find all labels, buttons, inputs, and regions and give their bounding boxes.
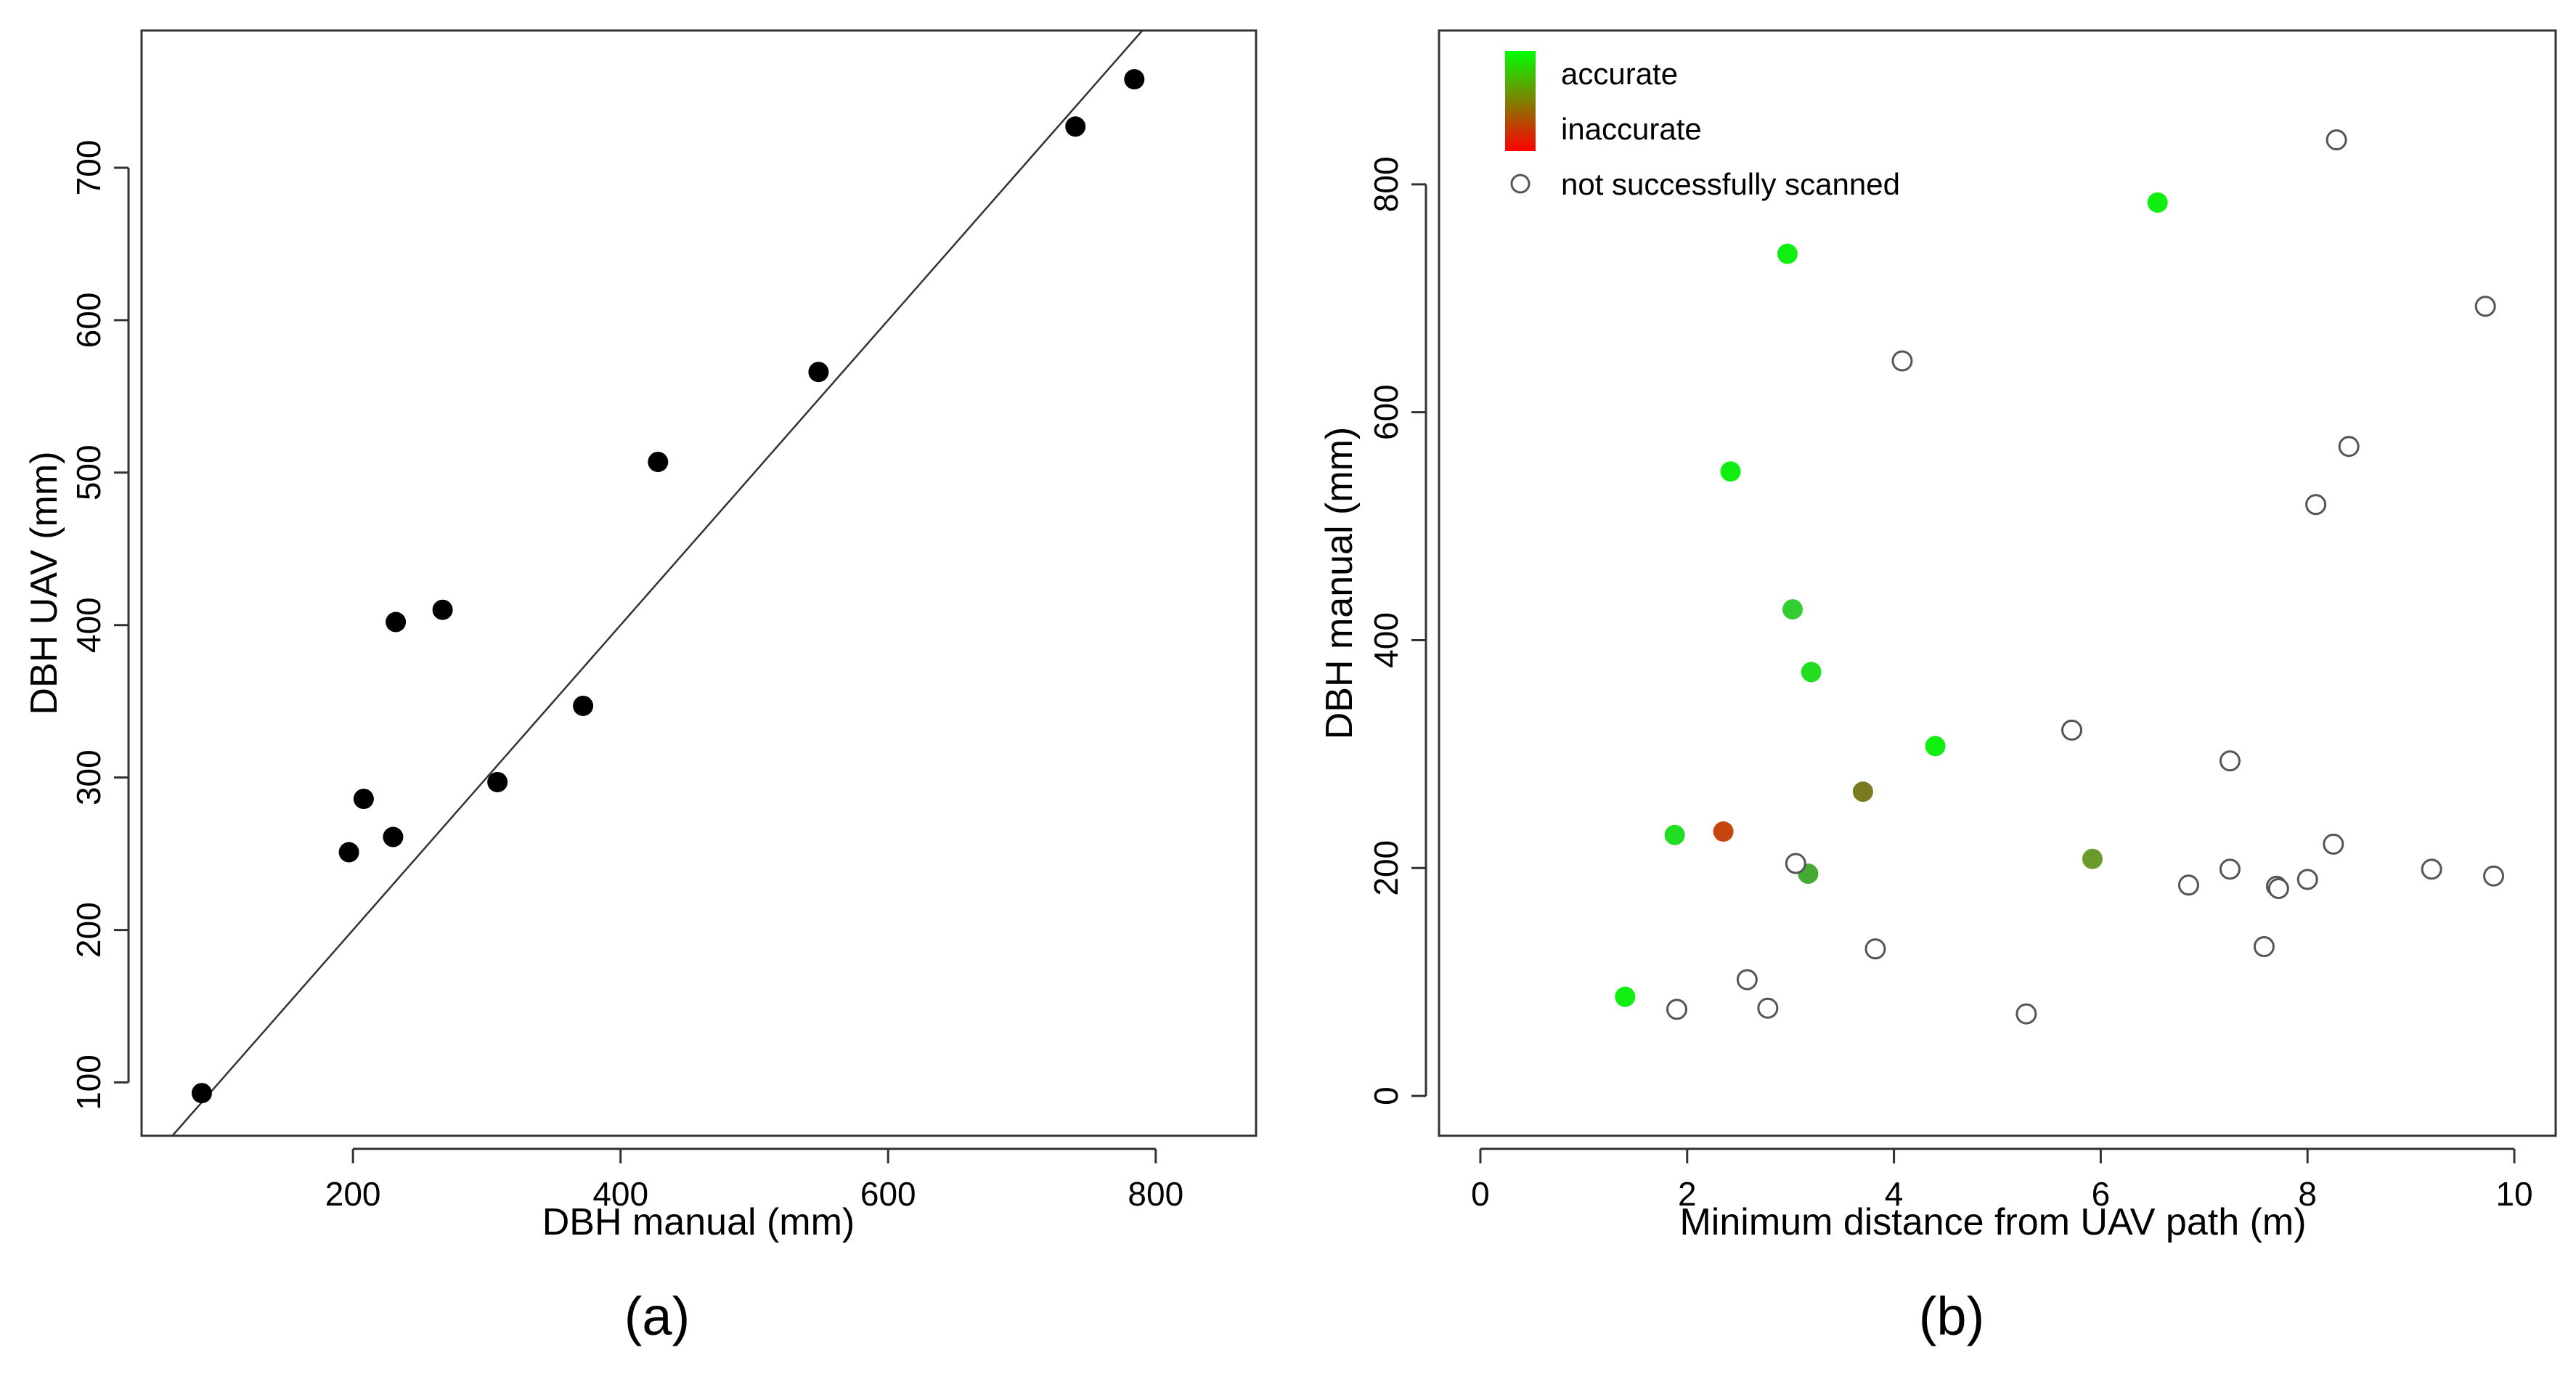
panel-a-x-axis-label: DBH manual (mm) — [542, 1201, 855, 1243]
data-point — [432, 599, 453, 620]
data-point-not-scanned — [2483, 865, 2505, 887]
panel-b-y-tick-label: 800 — [1367, 156, 1405, 212]
data-point-scanned — [1720, 461, 1741, 482]
panel-a-plot-frame — [140, 29, 1258, 1137]
panel-a-y-tick-label: 300 — [70, 749, 107, 805]
panel-a-y-tick-label: 200 — [70, 902, 107, 958]
panel-b-x-tick-label: 6 — [2092, 1175, 2111, 1213]
data-point-scanned — [2082, 848, 2103, 869]
data-point-not-scanned — [2015, 1003, 2037, 1025]
data-point-scanned — [1852, 781, 1873, 802]
panel-b-x-tick-label: 4 — [1885, 1175, 1904, 1213]
data-point-not-scanned — [2267, 878, 2289, 900]
panel-a-x-tick-label: 200 — [325, 1175, 381, 1213]
panel-a-y-tick-label: 500 — [70, 444, 107, 500]
panel-a-x-tick-label: 600 — [860, 1175, 916, 1213]
data-point — [383, 826, 404, 847]
panel-b-x-tick-label: 10 — [2495, 1175, 2532, 1213]
data-point-scanned — [1713, 821, 1734, 842]
data-point-not-scanned — [1736, 969, 1758, 991]
data-point-scanned — [1925, 736, 1946, 757]
data-point — [353, 789, 374, 810]
panel-a-x-tick-label: 800 — [1128, 1175, 1183, 1213]
data-point — [386, 611, 407, 633]
data-point-not-scanned — [2338, 436, 2360, 458]
data-point-not-scanned — [2061, 719, 2083, 741]
data-point — [573, 695, 594, 716]
data-point — [1065, 116, 1086, 137]
panel-a-y-tick-label: 700 — [70, 140, 107, 196]
panel-b-y-tick-label: 600 — [1367, 384, 1405, 440]
data-point — [487, 771, 508, 792]
data-point — [338, 842, 359, 863]
data-point-scanned — [1615, 986, 1636, 1007]
panel-a-y-axis-label: DBH UAV (mm) — [23, 451, 65, 715]
panel-b-x-tick-label: 8 — [2298, 1175, 2317, 1213]
panel-a-plot: DBH manual (mm) DBH UAV (mm) (a) 200 400 6… — [23, 29, 1258, 1346]
data-point-not-scanned — [1666, 999, 1688, 1020]
panel-b-plot-frame — [1438, 29, 2557, 1137]
data-point-not-scanned — [2177, 874, 2199, 896]
panel-b-x-tick-label: 2 — [1678, 1175, 1697, 1213]
data-point-not-scanned — [2421, 858, 2442, 880]
panel-b-y-tick-label: 200 — [1367, 840, 1405, 896]
reference-line-1to1 — [171, 30, 1144, 1137]
data-point-not-scanned — [2296, 869, 2318, 890]
legend-entry-accurate: accurate — [1561, 57, 1678, 91]
data-point-not-scanned — [2219, 750, 2241, 772]
data-point-not-scanned — [2323, 833, 2344, 855]
data-point-not-scanned — [2305, 494, 2327, 516]
panel-a-x-tick-label: 400 — [592, 1175, 648, 1213]
legend-color-gradient-swatch — [1505, 51, 1536, 151]
panel-b-y-tick-label: 0 — [1367, 1086, 1405, 1105]
panel-a-y-tick-label: 600 — [70, 292, 107, 348]
legend-open-circle-marker — [1510, 174, 1530, 194]
legend-entry-inaccurate: inaccurate — [1561, 112, 1702, 146]
data-point-not-scanned — [2253, 936, 2275, 958]
panel-b-y-axis-label: DBH manual (mm) — [1318, 427, 1361, 740]
data-point-scanned — [1782, 599, 1803, 620]
data-point-not-scanned — [1757, 997, 1779, 1019]
data-point-not-scanned — [1785, 853, 1806, 874]
panel-a-label: (a) — [624, 1286, 690, 1346]
panel-b-x-axis-label: Minimum distance from UAV path (m) — [1679, 1201, 2306, 1243]
legend-entry-not-scanned: not successfully scanned — [1561, 167, 1900, 201]
panel-a-y-tick-label: 100 — [70, 1054, 107, 1110]
data-point-not-scanned — [2474, 296, 2496, 317]
data-point — [1124, 69, 1145, 90]
data-point-not-scanned — [1891, 350, 1913, 372]
data-point — [191, 1083, 212, 1104]
panel-b-plot: Minimum distance from UAV path (m) DBH m… — [1318, 29, 2557, 1346]
data-point — [648, 452, 669, 473]
data-point-not-scanned — [2219, 858, 2241, 880]
data-point-scanned — [1664, 824, 1685, 845]
panel-b-y-tick-label: 400 — [1367, 612, 1405, 668]
panel-b-x-tick-label: 0 — [1471, 1175, 1490, 1213]
data-point — [808, 362, 829, 383]
data-point-scanned — [1777, 243, 1798, 264]
data-point-not-scanned — [1864, 938, 1886, 960]
data-point-not-scanned — [2326, 129, 2347, 151]
panel-b-legend: accurate inaccurate not successfully sca… — [1505, 51, 1900, 201]
panel-b-label: (b) — [1919, 1286, 1984, 1346]
panel-a-y-tick-label: 400 — [70, 597, 107, 653]
data-point-scanned — [1801, 662, 1822, 683]
data-point-scanned — [2147, 192, 2168, 213]
